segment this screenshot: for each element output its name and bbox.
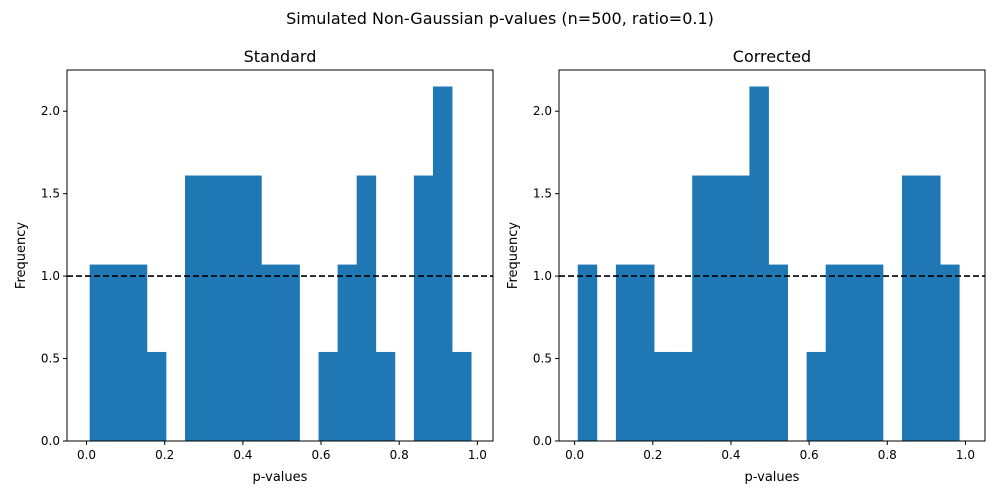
y-tick-label: 1.0 — [41, 269, 60, 283]
x-tick-label: 0.4 — [721, 448, 740, 462]
x-tick-label: 0.6 — [800, 448, 819, 462]
figure-suptitle: Simulated Non-Gaussian p-values (n=500, … — [286, 9, 714, 28]
histogram-bar — [844, 264, 865, 441]
histogram-bar — [432, 86, 453, 442]
y-tick-label: 2.0 — [41, 104, 60, 118]
histogram-bar — [825, 264, 846, 441]
histogram-bar — [863, 264, 884, 441]
histogram-bar — [730, 175, 750, 441]
y-tick-label: 2.0 — [533, 104, 552, 118]
histogram-bar — [89, 264, 110, 441]
histogram-bar — [280, 264, 300, 441]
histogram-bar — [261, 264, 281, 441]
y-tick-label: 0.5 — [533, 352, 552, 366]
histogram-bar — [127, 264, 148, 441]
x-tick-label: 0.0 — [77, 448, 96, 462]
histogram-bar — [242, 175, 262, 441]
y-axis-label: Frequency — [14, 222, 29, 289]
histogram-bar — [452, 351, 472, 441]
histogram-bar — [577, 264, 598, 441]
histogram-bar — [108, 264, 129, 441]
x-tick-label: 1.0 — [468, 448, 487, 462]
x-tick-label: 0.2 — [155, 448, 174, 462]
x-tick-label: 1.0 — [956, 448, 975, 462]
y-axis-label: Frequency — [506, 222, 521, 289]
histogram-bar — [634, 264, 655, 441]
histogram-bar — [654, 351, 674, 441]
x-tick-label: 0.2 — [643, 448, 662, 462]
histogram-bar — [692, 175, 712, 441]
axes-frame — [66, 69, 494, 442]
subplot-title: Corrected — [733, 47, 811, 66]
x-tick-label: 0.4 — [233, 448, 252, 462]
histogram-bar — [940, 264, 960, 441]
histogram-bar — [806, 351, 827, 441]
subplot-standard: 0.0 0.2 0.4 0.6 0.8 1.0 0.0 0.5 1.0 1.5 2.0 Standar… — [14, 47, 494, 485]
histogram-bar — [615, 264, 636, 441]
y-tick-label: 1.5 — [533, 187, 552, 201]
x-axis-label: p-values — [745, 470, 800, 485]
x-tick-label: 0.0 — [565, 448, 584, 462]
x-axis-label: p-values — [253, 470, 308, 485]
y-tick-label: 1.0 — [533, 269, 552, 283]
histogram-bar — [146, 351, 167, 441]
histogram-bar — [749, 86, 769, 442]
axes-frame — [558, 69, 986, 442]
histogram-bar — [318, 351, 339, 441]
y-tick-label: 0.5 — [41, 352, 60, 366]
histogram-bar — [223, 175, 243, 441]
y-tick-label: 0.0 — [41, 434, 60, 448]
histogram-bar — [375, 351, 396, 441]
histogram-bar — [185, 175, 205, 441]
y-tick-label: 1.5 — [41, 187, 60, 201]
x-tick-label: 0.8 — [878, 448, 897, 462]
histogram-bar — [901, 175, 922, 441]
y-tick-label: 0.0 — [533, 434, 552, 448]
histogram-bar — [711, 175, 731, 441]
histogram-bar — [204, 175, 224, 441]
histogram-bar — [356, 175, 377, 441]
histogram-bar — [768, 264, 788, 441]
histogram-bar — [413, 175, 434, 441]
histogram-bar — [673, 351, 693, 441]
x-tick-label: 0.6 — [311, 448, 330, 462]
histogram-bar — [921, 175, 941, 441]
histogram-bar — [337, 264, 358, 441]
x-tick-label: 0.8 — [390, 448, 409, 462]
subplot-corrected: 0.0 0.2 0.4 0.6 0.8 1.0 0.0 0.5 1.0 1.5 2.0 Correct… — [506, 47, 986, 485]
subplot-title: Standard — [244, 47, 317, 66]
